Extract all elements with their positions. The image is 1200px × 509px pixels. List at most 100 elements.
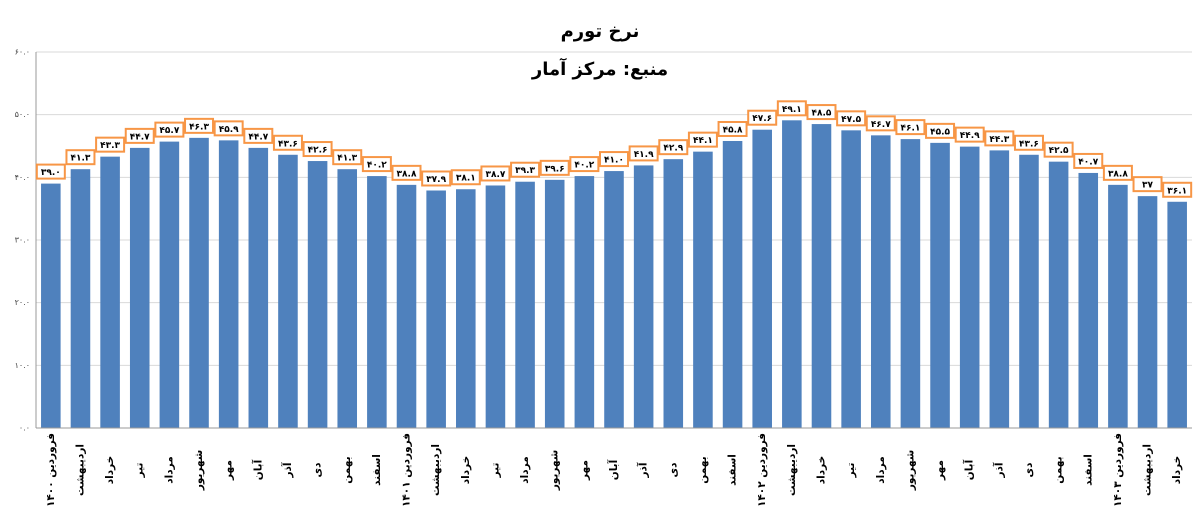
value-label: ۴۴.۷ bbox=[248, 132, 268, 142]
y-tick-label: ۲۰.۰ bbox=[15, 298, 30, 307]
bar bbox=[159, 141, 180, 428]
bar bbox=[930, 142, 950, 428]
value-label-box bbox=[302, 141, 333, 158]
x-tick-label: دی bbox=[312, 462, 324, 478]
value-label: ۳۷.۹ bbox=[426, 175, 446, 185]
y-tick-label: ۰.۰ bbox=[19, 424, 30, 433]
x-tick-label: دی bbox=[667, 462, 679, 478]
bar bbox=[1019, 154, 1039, 429]
value-label: ۴۶.۱ bbox=[900, 124, 920, 134]
x-tick-label: اردیبهشت bbox=[430, 444, 442, 496]
value-label: ۴۳.۶ bbox=[278, 139, 298, 149]
value-label-box bbox=[154, 121, 185, 138]
value-label-box bbox=[361, 156, 392, 173]
value-label: ۴۵.۵ bbox=[930, 127, 950, 137]
value-label-box bbox=[776, 100, 807, 117]
x-tick-label: اردیبهشت bbox=[786, 444, 798, 496]
value-label-box bbox=[243, 127, 274, 144]
x-tick-label: بهمن bbox=[341, 456, 353, 483]
value-label-box bbox=[836, 110, 867, 127]
value-label: ۳۹.۶ bbox=[545, 164, 565, 174]
value-label: ۳۷ bbox=[1142, 181, 1153, 191]
x-tick-label: تیر bbox=[489, 463, 501, 479]
x-tick-label: فروردین ۱۴۰۲ bbox=[756, 433, 768, 507]
x-tick-label: خرداد bbox=[460, 456, 472, 484]
bar bbox=[367, 176, 387, 428]
x-tick-label: دی bbox=[1023, 462, 1035, 478]
value-label: ۳۹.۰ bbox=[41, 168, 61, 178]
value-label-box bbox=[95, 136, 126, 153]
chart-title: نرخ تورم bbox=[561, 21, 640, 42]
y-tick-label: ۶۰.۰ bbox=[15, 48, 30, 57]
value-label-box bbox=[184, 117, 215, 134]
value-label-box bbox=[954, 126, 985, 143]
value-label: ۴۹.۱ bbox=[782, 105, 802, 115]
value-label-box bbox=[65, 149, 96, 166]
bar bbox=[1048, 161, 1069, 428]
x-tick-label: فروردین ۱۴۰۰ bbox=[45, 433, 57, 507]
value-label-box bbox=[332, 149, 363, 166]
value-label: ۴۱.۹ bbox=[634, 150, 654, 160]
x-tick-label: مهر bbox=[934, 460, 946, 481]
x-tick-label: تیر bbox=[845, 463, 857, 479]
y-tick-label: ۵۰.۰ bbox=[15, 110, 30, 119]
x-tick-label: اسفند bbox=[371, 454, 383, 486]
bar bbox=[278, 154, 298, 429]
value-label: ۴۷.۵ bbox=[841, 115, 861, 125]
value-label-box bbox=[539, 159, 570, 176]
value-label-box bbox=[1102, 164, 1133, 181]
bar bbox=[722, 140, 743, 428]
value-label-box bbox=[628, 145, 659, 162]
x-tick-label: خرداد bbox=[815, 456, 827, 484]
value-label-box bbox=[391, 164, 422, 181]
bar bbox=[663, 159, 684, 428]
bar bbox=[604, 171, 624, 429]
bar bbox=[456, 189, 476, 428]
bar bbox=[100, 156, 120, 429]
value-label: ۴۰.۲ bbox=[574, 161, 594, 171]
value-label: ۳۸.۷ bbox=[485, 170, 505, 180]
value-label: ۴۷.۶ bbox=[752, 114, 772, 124]
bar bbox=[811, 124, 832, 429]
x-tick-label: اردیبهشت bbox=[1142, 444, 1154, 496]
value-label-box bbox=[213, 120, 244, 137]
bar bbox=[189, 137, 209, 428]
value-label: ۴۲.۹ bbox=[663, 144, 683, 154]
bar bbox=[129, 147, 150, 428]
x-tick-label: اسفند bbox=[1082, 454, 1094, 486]
value-label-box bbox=[1073, 152, 1104, 169]
bar bbox=[633, 165, 654, 428]
bar bbox=[544, 179, 565, 428]
value-label: ۴۴.۷ bbox=[130, 132, 150, 142]
value-label-box bbox=[599, 151, 629, 168]
x-tick-label: تیر bbox=[134, 463, 146, 479]
x-tick-label: خرداد bbox=[104, 456, 116, 484]
value-label: ۳۸.۸ bbox=[397, 169, 417, 179]
bar bbox=[218, 140, 239, 429]
bar bbox=[426, 190, 446, 428]
value-label: ۴۲.۵ bbox=[1049, 146, 1069, 156]
y-tick-label: ۴۰.۰ bbox=[15, 173, 30, 182]
x-tick-label: بهمن bbox=[697, 456, 709, 483]
x-tick-label: بهمن bbox=[1053, 456, 1065, 483]
x-tick-label: شهریور bbox=[549, 450, 561, 491]
x-tick-label: آذر bbox=[992, 462, 1005, 478]
value-label-box bbox=[510, 161, 541, 178]
value-label: ۴۱.۳ bbox=[337, 154, 357, 164]
value-label: ۴۰.۷ bbox=[1078, 157, 1098, 167]
value-label-box bbox=[1013, 134, 1044, 151]
bar bbox=[752, 129, 772, 428]
value-label-box bbox=[895, 119, 926, 136]
bar bbox=[515, 181, 535, 428]
value-label-box bbox=[925, 122, 956, 139]
x-tick-label: آبان bbox=[607, 459, 620, 480]
value-label: ۴۵.۷ bbox=[159, 126, 179, 136]
x-tick-label: آذر bbox=[281, 462, 294, 478]
x-tick-label: اسفند bbox=[727, 454, 739, 486]
value-label-box bbox=[1162, 181, 1193, 198]
bar bbox=[959, 146, 980, 429]
value-label-box bbox=[450, 169, 481, 186]
bar bbox=[307, 161, 328, 429]
value-label: ۴۶.۷ bbox=[871, 120, 891, 130]
